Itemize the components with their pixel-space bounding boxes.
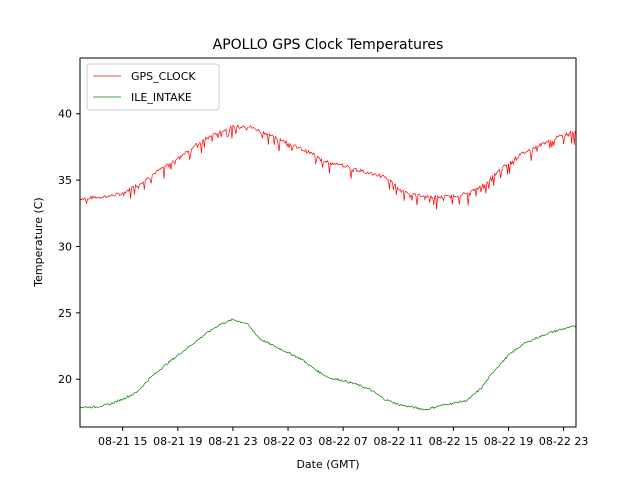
y-tick-label: 35 [58,174,72,187]
plot-layer [80,124,576,411]
x-axis-label: Date (GMT) [296,458,359,471]
plot-frame [79,57,577,428]
x-tick-label: 08-22 07 [318,435,367,448]
chart-title: APOLLO GPS Clock Temperatures [213,37,444,53]
series-line-ile-intake [80,318,576,411]
x-tick-label: 08-22 03 [263,435,312,448]
x-tick-label: 08-21 15 [98,435,147,448]
legend-label: GPS_CLOCK [131,70,196,83]
x-tick-label: 08-22 19 [484,435,533,448]
y-axis-label: Temperature (C) [32,197,45,287]
y-tick-label: 20 [58,373,72,386]
y-tick-label: 25 [58,307,72,320]
series-line-gps-clock [80,124,576,210]
x-tick-label: 08-22 23 [539,435,588,448]
x-axis: 08-21 15 08-21 19 08-21 23 08-22 03 08-22 07… [98,427,588,448]
x-tick-label: 08-21 23 [208,435,257,448]
y-tick-label: 40 [58,108,72,121]
y-axis: 20 25 30 35 40 [58,108,80,386]
x-tick-label: 08-22 15 [429,435,478,448]
legend-label: ILE_INTAKE [131,91,192,104]
y-tick-label: 30 [58,240,72,253]
x-tick-label: 08-22 11 [374,435,423,448]
legend-box [86,63,220,111]
legend: GPS_CLOCK ILE_INTAKE [86,63,220,111]
x-tick-label: 08-21 19 [153,435,202,448]
